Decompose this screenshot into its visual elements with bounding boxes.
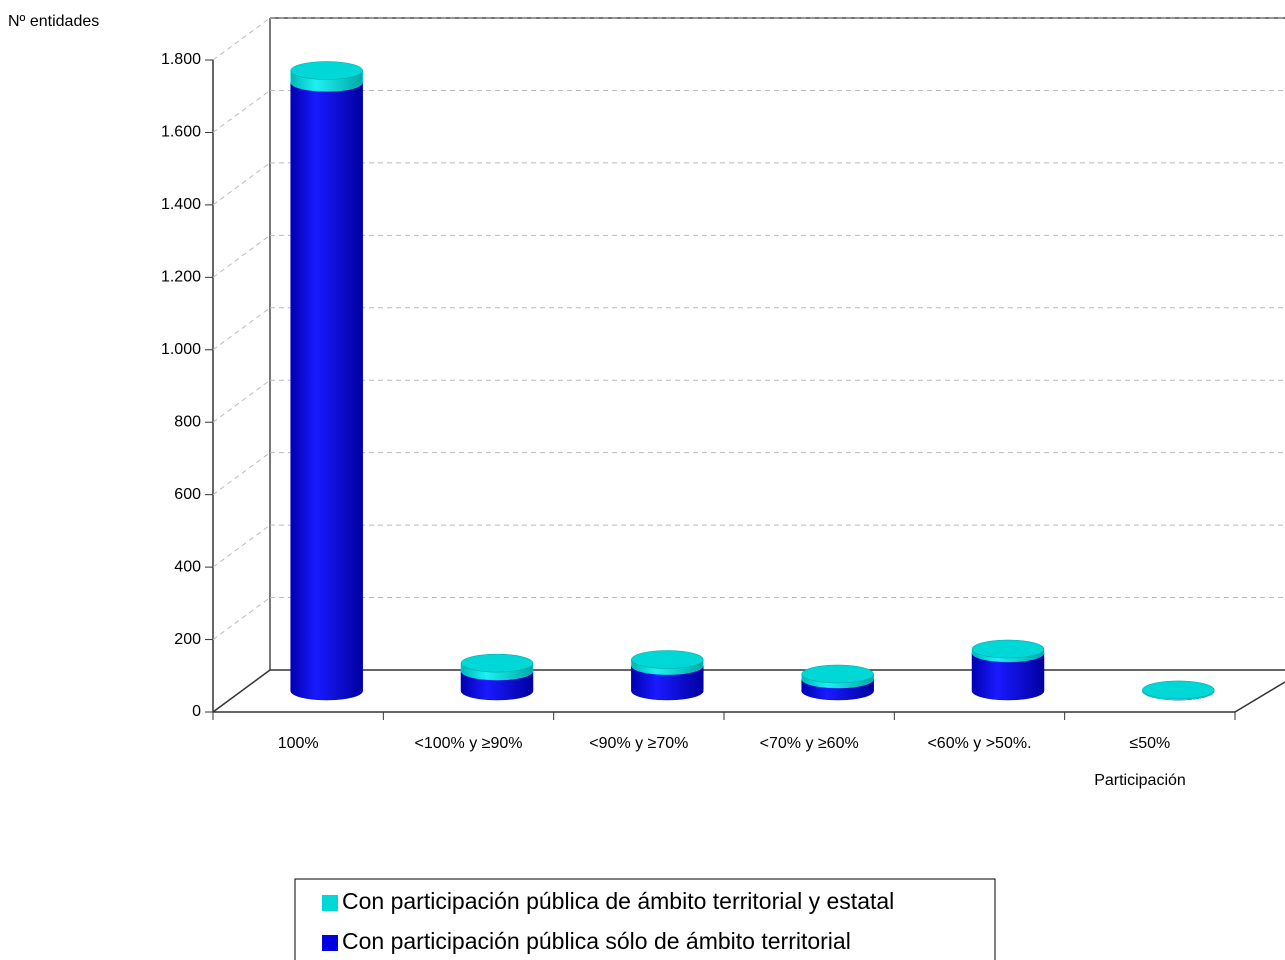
- bar-cap: [971, 639, 1045, 659]
- grid-diagonal: [212, 597, 271, 640]
- grid-diagonal: [212, 379, 271, 423]
- grid-diagonal: [212, 234, 271, 278]
- bar-cap: [801, 664, 874, 684]
- grid-diagonal: [212, 307, 271, 351]
- floor-right: [1234, 681, 1285, 713]
- bar-segment: [290, 82, 363, 701]
- x-tick-label: 100%: [278, 735, 319, 752]
- x-tick-label: <100% y ≥90%: [415, 735, 523, 752]
- x-tick-label: <90% y ≥70%: [589, 735, 688, 752]
- y-tick-label: 1.400: [161, 196, 201, 213]
- grid-diagonal: [212, 162, 271, 206]
- y-axis-label: Nº entidades: [8, 13, 99, 30]
- y-tick-label: 600: [174, 486, 201, 503]
- x-axis-label: Participación: [1094, 772, 1186, 789]
- y-tick-label: 200: [174, 631, 201, 648]
- y-tick-label: 1.600: [161, 124, 201, 141]
- bar-cap: [631, 650, 704, 669]
- bar-cap: [1142, 680, 1215, 700]
- y-tick-label: 800: [174, 413, 201, 430]
- grid-diagonal: [212, 17, 271, 61]
- legend-swatch: [322, 895, 338, 911]
- grid-diagonal: [212, 452, 271, 496]
- grid-diagonal: [212, 524, 271, 568]
- y-tick-label: 1.800: [161, 51, 201, 68]
- x-tick-label: <70% y ≥60%: [760, 735, 859, 752]
- floor-left: [212, 669, 271, 713]
- legend-label: Con participación pública sólo de ámbito…: [342, 928, 851, 954]
- y-tick-label: 1.200: [161, 269, 201, 286]
- y-tick-label: 400: [174, 558, 201, 575]
- legend-box: [294, 878, 996, 960]
- legend-label: Con participación pública de ámbito terr…: [342, 888, 894, 914]
- legend-swatch: [322, 935, 338, 951]
- y-tick-label: 1.000: [161, 341, 201, 358]
- grid-diagonal: [212, 90, 271, 133]
- x-tick-label: ≤50%: [1129, 735, 1170, 752]
- x-tick-label: <60% y >50%.: [927, 735, 1031, 752]
- bar-cap: [460, 653, 534, 673]
- y-tick-label: 0: [192, 703, 201, 720]
- bar-cap: [290, 61, 363, 80]
